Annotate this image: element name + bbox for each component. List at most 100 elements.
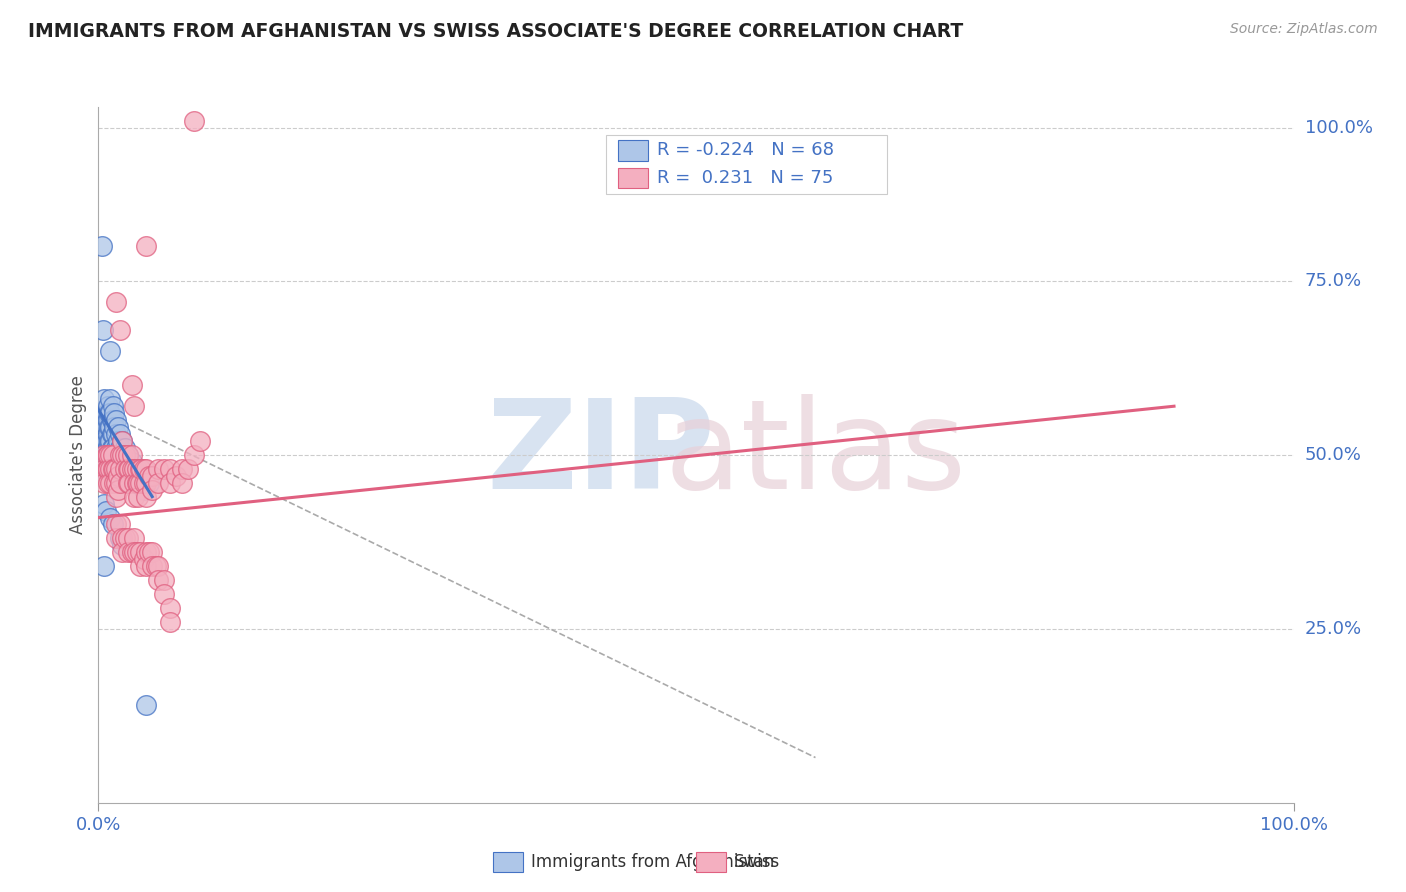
Point xyxy=(98,462,122,476)
Point xyxy=(124,545,146,559)
Point xyxy=(117,545,139,559)
Point xyxy=(188,434,211,448)
Point xyxy=(97,448,120,462)
Text: ZIP: ZIP xyxy=(486,394,714,516)
Point xyxy=(138,475,160,490)
Point xyxy=(101,517,124,532)
Point xyxy=(125,475,148,490)
Point xyxy=(111,538,134,552)
Point xyxy=(135,462,157,476)
Point xyxy=(93,392,115,407)
Point xyxy=(107,434,129,448)
Point xyxy=(93,434,115,448)
Point xyxy=(117,532,139,546)
Point xyxy=(121,448,143,462)
Point xyxy=(117,475,139,490)
Point xyxy=(97,413,120,427)
Point xyxy=(111,545,134,559)
Point xyxy=(101,427,124,442)
Point xyxy=(96,462,118,476)
Point xyxy=(117,462,139,476)
Point xyxy=(172,475,194,490)
Point xyxy=(98,406,121,420)
Point xyxy=(105,294,128,309)
Point xyxy=(129,475,152,490)
Point xyxy=(105,455,128,469)
Point xyxy=(103,462,125,476)
Point xyxy=(121,378,143,392)
Point xyxy=(138,545,160,559)
Point xyxy=(98,510,122,524)
Point xyxy=(135,698,157,713)
Point xyxy=(159,601,181,615)
Point xyxy=(127,475,149,490)
Point xyxy=(108,441,131,455)
Point xyxy=(183,448,205,462)
Point xyxy=(98,406,122,420)
Point xyxy=(183,114,205,128)
Point xyxy=(141,483,163,497)
Point xyxy=(105,427,128,442)
Text: 75.0%: 75.0% xyxy=(1305,272,1362,290)
Point xyxy=(135,559,157,574)
Bar xyxy=(606,135,887,194)
Point xyxy=(124,399,146,413)
Point xyxy=(121,462,143,476)
Point xyxy=(93,559,115,574)
Point xyxy=(141,468,163,483)
Point xyxy=(98,475,122,490)
Point xyxy=(93,475,115,490)
Point xyxy=(98,448,122,462)
Point xyxy=(111,434,134,448)
Text: IMMIGRANTS FROM AFGHANISTAN VS SWISS ASSOCIATE'S DEGREE CORRELATION CHART: IMMIGRANTS FROM AFGHANISTAN VS SWISS ASS… xyxy=(28,22,963,41)
Point xyxy=(138,468,160,483)
Point xyxy=(107,420,129,434)
Point xyxy=(132,552,155,566)
Point xyxy=(165,468,187,483)
Point xyxy=(111,434,134,448)
Point xyxy=(105,462,128,476)
Point xyxy=(98,462,122,476)
Point xyxy=(101,448,124,462)
Point xyxy=(105,475,128,490)
Text: R = -0.224   N = 68: R = -0.224 N = 68 xyxy=(657,141,834,159)
Point xyxy=(124,475,146,490)
Point xyxy=(107,468,129,483)
Text: 100.0%: 100.0% xyxy=(1305,119,1372,136)
Point xyxy=(117,462,139,476)
Point xyxy=(101,413,124,427)
Point xyxy=(148,559,170,574)
Point xyxy=(105,532,128,546)
Point xyxy=(141,559,163,574)
Point xyxy=(153,462,176,476)
Point xyxy=(97,427,120,442)
Point xyxy=(108,475,131,490)
Point xyxy=(108,427,131,442)
Point xyxy=(111,532,134,546)
Point xyxy=(114,462,136,476)
Point xyxy=(96,448,118,462)
Point xyxy=(98,392,122,407)
Point xyxy=(153,587,176,601)
Bar xyxy=(696,852,725,872)
Point xyxy=(129,475,152,490)
Point xyxy=(114,448,136,462)
Point xyxy=(98,434,122,448)
Point xyxy=(135,239,157,253)
Point xyxy=(100,413,122,427)
Point xyxy=(96,448,118,462)
Point xyxy=(97,475,120,490)
Point xyxy=(98,434,121,448)
Point xyxy=(129,462,152,476)
Text: Source: ZipAtlas.com: Source: ZipAtlas.com xyxy=(1230,22,1378,37)
Point xyxy=(98,420,121,434)
Point xyxy=(96,420,118,434)
Point xyxy=(97,399,120,413)
Point xyxy=(103,406,125,420)
Point xyxy=(93,497,115,511)
Point xyxy=(159,615,181,629)
Point xyxy=(107,483,129,497)
Point xyxy=(105,490,128,504)
Point xyxy=(105,517,128,532)
Point xyxy=(124,462,146,476)
